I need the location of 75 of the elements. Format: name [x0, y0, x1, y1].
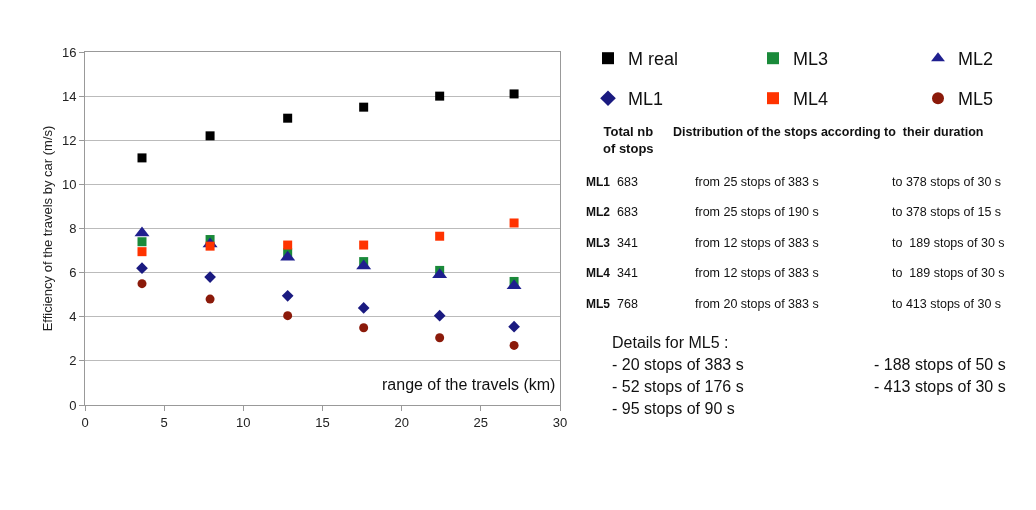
text: from 20 stops of 383 s [695, 297, 819, 311]
text: - 20 stops of 383 s [612, 356, 744, 373]
x-tick-label: 20 [394, 414, 409, 430]
point [137, 279, 147, 289]
point [509, 89, 519, 99]
text: ML1 [586, 175, 611, 189]
text: 683 [617, 205, 638, 219]
legend-label: ML3 [793, 49, 829, 70]
text: Total nb of stops [603, 124, 654, 156]
x-tick-label: 10 [236, 414, 251, 430]
text: from 25 stops of 190 s [695, 205, 819, 219]
legend-label: ML1 [628, 89, 664, 110]
point [357, 302, 370, 314]
point [205, 131, 215, 141]
y-tick-label: 0 [69, 397, 77, 413]
x-tick-label: 5 [160, 414, 168, 430]
point [435, 91, 445, 101]
y-axis-title: Efficiency of the travels by car (m/s) [39, 125, 55, 332]
point [283, 311, 293, 321]
y-tick-label: 2 [69, 353, 77, 369]
text: ML4 [586, 266, 611, 280]
point [136, 262, 148, 275]
point [433, 309, 446, 322]
point [508, 320, 520, 333]
legend-label: M real [628, 49, 679, 70]
text: ML2 [586, 205, 611, 219]
y-tick-label: 10 [61, 176, 77, 192]
point [359, 240, 369, 250]
point [283, 113, 293, 123]
x-tick-label: 25 [473, 414, 489, 430]
text: from 12 stops of 383 s [695, 236, 819, 250]
x-tick-label: 15 [315, 414, 330, 430]
text: 341 [617, 236, 638, 250]
x-tick-label: 0 [81, 414, 89, 430]
point [137, 247, 147, 257]
y-tick-label: 6 [69, 265, 77, 281]
text: ML5 [586, 297, 611, 311]
y-tick-label: 16 [61, 44, 77, 60]
point [435, 231, 445, 241]
point [509, 340, 519, 350]
text: to 378 stops of 30 s [892, 175, 1002, 189]
point [137, 237, 147, 247]
text: from 12 stops of 383 s [695, 266, 819, 280]
point [283, 240, 293, 250]
point [359, 102, 369, 112]
text: ML3 [586, 236, 611, 250]
text: 683 [617, 175, 638, 189]
legend-label: ML5 [958, 89, 994, 110]
legend-label: ML2 [958, 49, 994, 70]
x-tick-label: 30 [552, 414, 568, 430]
text: - 52 stops of 176 s [612, 378, 744, 395]
point [205, 294, 215, 304]
text: to 189 stops of 30 s [892, 236, 1005, 250]
text: to 189 stops of 30 s [892, 266, 1005, 280]
text: to 413 stops of 30 s [892, 297, 1002, 311]
y-tick-label: 12 [61, 132, 77, 148]
y-tick-label: 14 [61, 88, 77, 104]
text: to 378 stops of 15 s [892, 205, 1002, 219]
text: Details for ML5 : [612, 334, 729, 351]
text: - 413 stops of 30 s [874, 378, 1006, 395]
text: from 25 stops of 383 s [695, 175, 819, 189]
text: 341 [617, 266, 638, 280]
point [359, 323, 369, 333]
point [435, 333, 445, 343]
y-tick-label: 4 [69, 309, 77, 325]
text: - 188 stops of 50 s [874, 356, 1006, 373]
text: - 95 stops of 90 s [612, 400, 735, 417]
legend-label: ML4 [793, 89, 829, 110]
point [137, 153, 147, 163]
y-tick-label: 8 [69, 221, 77, 237]
point [509, 218, 519, 228]
point [281, 289, 294, 302]
text: Distribution of the stops according to their duration [673, 125, 984, 139]
text: 768 [617, 297, 638, 311]
x-axis-title: range of the travels (km) [382, 376, 556, 393]
